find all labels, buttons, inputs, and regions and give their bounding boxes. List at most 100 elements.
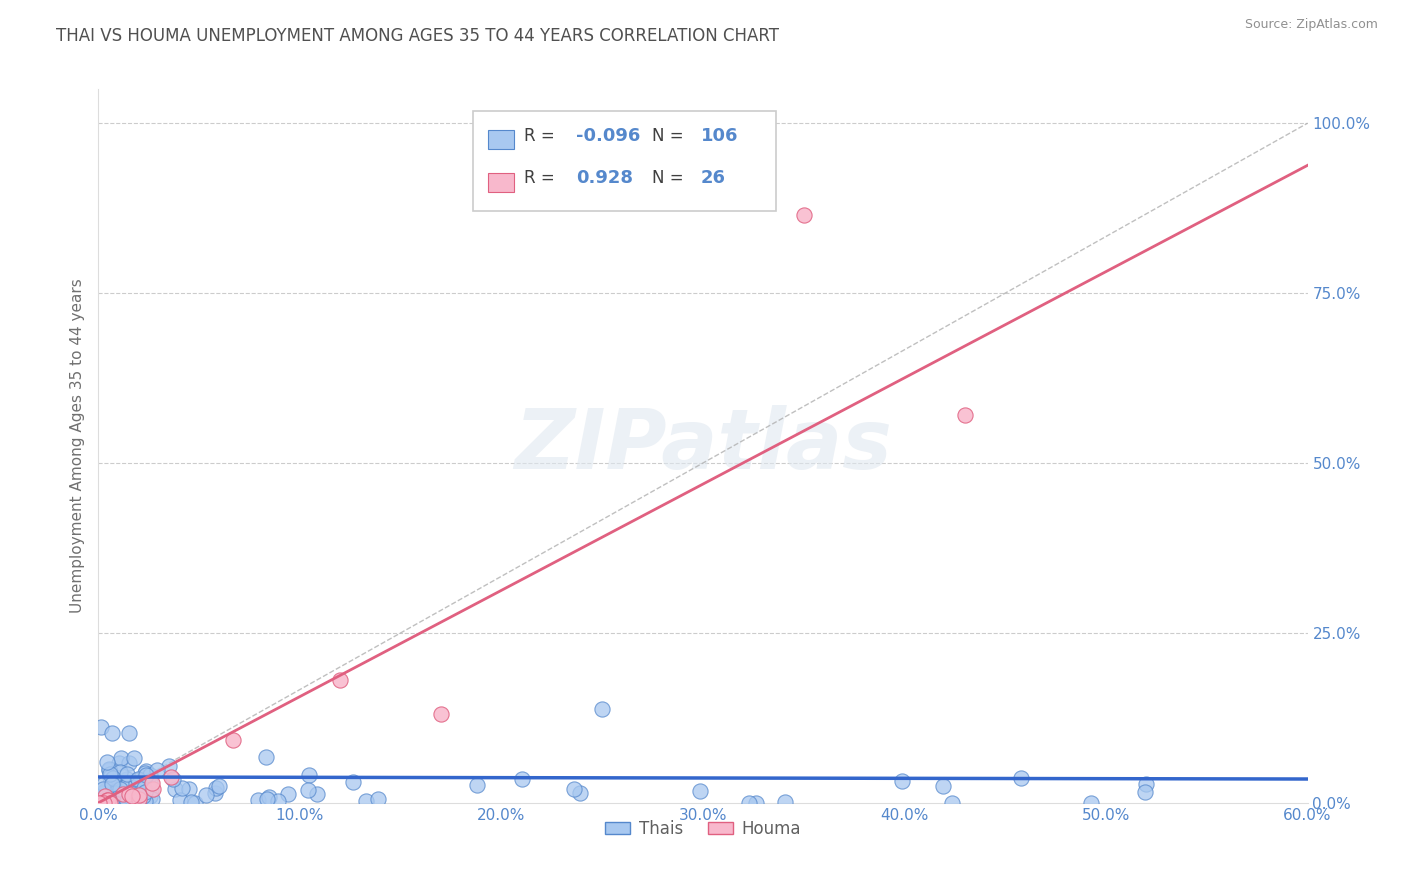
Point <box>121 793 143 807</box>
Point <box>127 772 149 787</box>
Point <box>1080 796 1102 810</box>
Point <box>121 789 143 803</box>
Text: Source: ZipAtlas.com: Source: ZipAtlas.com <box>1244 18 1378 31</box>
Point <box>98 770 121 784</box>
Point <box>127 772 149 787</box>
Point <box>96 796 118 810</box>
Point <box>430 707 453 722</box>
Text: R =: R = <box>524 169 560 187</box>
Point <box>110 751 132 765</box>
Point <box>465 779 488 793</box>
FancyBboxPatch shape <box>488 130 515 149</box>
Point <box>98 796 121 810</box>
Point <box>125 788 148 802</box>
Point <box>367 792 389 806</box>
Point <box>128 792 150 806</box>
Point <box>103 793 125 807</box>
Point <box>138 789 160 804</box>
Point <box>257 789 280 804</box>
Point <box>205 781 228 796</box>
Point <box>91 796 114 810</box>
Point <box>941 796 963 810</box>
Point <box>96 793 118 807</box>
Point <box>932 779 955 793</box>
Point <box>120 786 142 800</box>
Point <box>591 702 613 716</box>
Point <box>117 794 139 808</box>
Point <box>122 751 145 765</box>
Point <box>96 796 118 810</box>
Point <box>117 777 139 791</box>
Point <box>177 781 200 796</box>
Point <box>745 796 768 810</box>
Point <box>114 789 136 803</box>
Point <box>160 771 183 785</box>
Point <box>773 795 796 809</box>
Point <box>103 775 125 789</box>
Point <box>115 782 138 797</box>
Point <box>110 789 132 803</box>
Text: N =: N = <box>652 127 689 145</box>
Text: 106: 106 <box>700 127 738 145</box>
Point <box>89 796 111 810</box>
Point <box>96 755 118 769</box>
Point <box>98 766 121 780</box>
Point <box>117 787 139 801</box>
Point <box>135 767 157 781</box>
Point <box>139 783 162 797</box>
Point <box>90 796 112 810</box>
FancyBboxPatch shape <box>488 173 515 192</box>
Point <box>510 772 533 786</box>
Point <box>132 781 155 796</box>
Point <box>169 793 191 807</box>
Point <box>111 796 134 810</box>
Point <box>128 789 150 803</box>
Point <box>97 762 120 776</box>
Point <box>157 758 180 772</box>
Point <box>93 789 115 804</box>
Point <box>180 796 202 810</box>
Text: 26: 26 <box>700 169 725 187</box>
Point <box>145 763 167 777</box>
Point <box>1133 785 1156 799</box>
Point <box>101 726 124 740</box>
Point <box>128 795 150 809</box>
Point <box>124 775 146 789</box>
Point <box>141 776 163 790</box>
Point <box>104 781 127 796</box>
Point <box>93 796 115 810</box>
Point <box>141 792 163 806</box>
Point <box>101 782 124 797</box>
Point <box>162 772 184 787</box>
Y-axis label: Unemployment Among Ages 35 to 44 years: Unemployment Among Ages 35 to 44 years <box>69 278 84 614</box>
Point <box>738 796 761 810</box>
Point <box>793 208 815 222</box>
Point <box>105 780 128 795</box>
Point <box>90 720 112 734</box>
Point <box>118 726 141 740</box>
Point <box>108 781 131 796</box>
Point <box>1135 777 1157 791</box>
Point <box>120 788 142 802</box>
Point <box>204 786 226 800</box>
Point <box>142 781 165 796</box>
Point <box>91 786 114 800</box>
Point <box>115 772 138 786</box>
Point <box>118 756 141 771</box>
Point <box>184 796 207 810</box>
Point <box>256 792 278 806</box>
Point <box>108 764 131 779</box>
Point <box>103 789 125 804</box>
Point <box>110 786 132 800</box>
Point <box>208 779 231 793</box>
Point <box>91 781 114 796</box>
Point <box>1010 771 1032 785</box>
Point <box>96 783 118 797</box>
Point <box>195 788 218 802</box>
Point <box>134 765 156 780</box>
Point <box>254 750 277 764</box>
Point <box>132 789 155 803</box>
Point <box>689 783 711 797</box>
Text: ZIPatlas: ZIPatlas <box>515 406 891 486</box>
Point <box>297 782 319 797</box>
